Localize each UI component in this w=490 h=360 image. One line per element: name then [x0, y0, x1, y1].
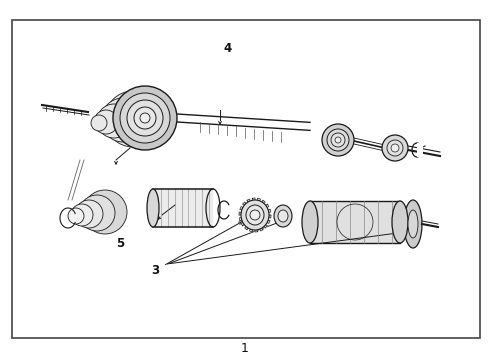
Ellipse shape [404, 200, 422, 248]
Polygon shape [243, 202, 246, 205]
Bar [417, 143, 423, 157]
Text: 4: 4 [224, 41, 232, 54]
Ellipse shape [127, 100, 163, 136]
Ellipse shape [83, 190, 127, 234]
Bar [153, 189, 213, 227]
Ellipse shape [246, 205, 264, 225]
Polygon shape [240, 207, 243, 210]
Polygon shape [264, 225, 267, 228]
Ellipse shape [101, 98, 145, 142]
Ellipse shape [134, 107, 156, 129]
Ellipse shape [391, 144, 399, 152]
Ellipse shape [250, 210, 260, 220]
Polygon shape [269, 215, 271, 218]
Polygon shape [252, 198, 255, 200]
Polygon shape [241, 222, 245, 226]
Polygon shape [268, 209, 271, 212]
Polygon shape [257, 198, 261, 201]
Ellipse shape [75, 200, 103, 228]
Bar [310, 201, 400, 243]
Text: 2: 2 [104, 216, 112, 229]
Ellipse shape [274, 205, 292, 227]
Ellipse shape [68, 208, 84, 224]
Ellipse shape [79, 195, 115, 231]
Text: 1: 1 [241, 342, 249, 355]
Ellipse shape [327, 129, 349, 151]
Polygon shape [239, 217, 242, 221]
Ellipse shape [113, 86, 177, 150]
Ellipse shape [335, 137, 341, 143]
Ellipse shape [105, 91, 161, 147]
Polygon shape [245, 226, 248, 230]
Ellipse shape [278, 210, 288, 222]
Ellipse shape [322, 124, 354, 156]
Polygon shape [239, 212, 241, 215]
Ellipse shape [392, 201, 408, 243]
Ellipse shape [71, 204, 93, 226]
Text: 5: 5 [116, 237, 124, 249]
Polygon shape [262, 200, 265, 203]
Ellipse shape [331, 133, 345, 147]
Ellipse shape [387, 140, 403, 156]
Polygon shape [266, 204, 269, 207]
Polygon shape [260, 228, 263, 231]
Ellipse shape [91, 115, 107, 131]
Ellipse shape [97, 104, 131, 138]
Bar [12, 20, 480, 338]
Ellipse shape [241, 200, 269, 230]
Polygon shape [267, 220, 270, 224]
Ellipse shape [147, 189, 159, 227]
Ellipse shape [408, 210, 418, 238]
Text: 3: 3 [151, 264, 159, 276]
Polygon shape [249, 229, 252, 232]
Ellipse shape [140, 113, 150, 123]
Ellipse shape [94, 110, 118, 134]
Ellipse shape [302, 201, 318, 243]
Ellipse shape [382, 135, 408, 161]
Polygon shape [247, 199, 250, 202]
Ellipse shape [120, 93, 170, 143]
Polygon shape [255, 230, 258, 232]
